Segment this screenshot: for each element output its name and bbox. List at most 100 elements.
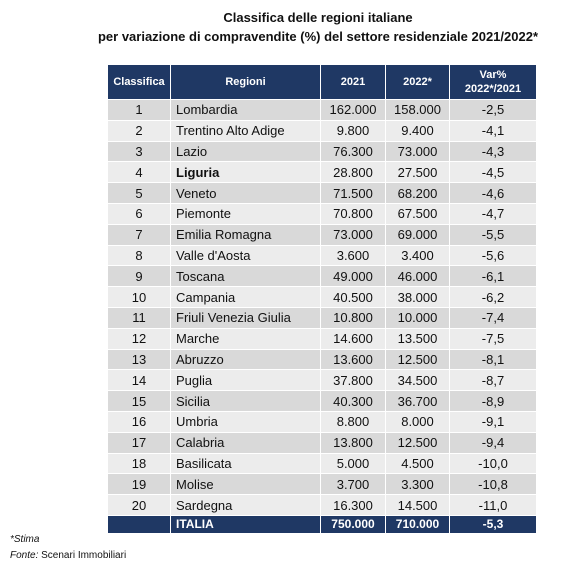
- cell: Marche: [170, 327, 321, 350]
- cell: Lombardia: [170, 99, 321, 121]
- cell: 10.800: [320, 306, 386, 329]
- table-row: 13 Abruzzo 13.600 12.500 -8,1: [107, 348, 537, 371]
- title: Classifica delle regioni italiane: [223, 10, 413, 25]
- cell: 14.500: [385, 494, 450, 516]
- cell: Piemonte: [170, 202, 321, 225]
- source: Fonte: Scenari Immobiliari: [10, 550, 126, 561]
- cell: -8,9: [449, 390, 537, 412]
- cell: Liguria: [170, 161, 321, 184]
- cell: 3.300: [385, 473, 450, 496]
- cell: 158.000: [385, 99, 450, 121]
- cell: -9,4: [449, 431, 537, 454]
- table-row: 9 Toscana 49.000 46.000 -6,1: [107, 265, 537, 288]
- cell: 16: [107, 410, 171, 433]
- cell: 4.500: [385, 452, 450, 475]
- cell: 70.800: [320, 202, 386, 225]
- cell: Veneto: [170, 182, 321, 204]
- table-row: 4 Liguria 28.800 27.500 -4,5: [107, 161, 537, 184]
- cell: Lazio: [170, 140, 321, 163]
- cell: -4,6: [449, 182, 537, 204]
- cell: 28.800: [320, 161, 386, 184]
- cell: 8: [107, 244, 171, 267]
- cell: 38.000: [385, 286, 450, 308]
- cell: 18: [107, 452, 171, 475]
- cell: 46.000: [385, 265, 450, 288]
- cell: 6: [107, 202, 171, 225]
- table-row: 2 Trentino Alto Adige 9.800 9.400 -4,1: [107, 119, 537, 142]
- subtitle: per variazione di compravendite (%) del …: [97, 29, 539, 44]
- cell: Friuli Venezia Giulia: [170, 306, 321, 329]
- total-row: ITALIA 750.000 710.000 -5,3: [107, 514, 537, 534]
- cell: 3.700: [320, 473, 386, 496]
- column-header: Regioni: [170, 64, 321, 100]
- cell: 12: [107, 327, 171, 350]
- cell: -4,7: [449, 202, 537, 225]
- cell: Sicilia: [170, 390, 321, 412]
- header-row: Classifica Regioni 2021 2022* Var% 2022*/202…: [107, 64, 537, 100]
- column-header: 2022*: [385, 64, 450, 100]
- cell: Molise: [170, 473, 321, 496]
- cell: -8,7: [449, 369, 537, 392]
- cell: -9,1: [449, 410, 537, 433]
- table-row: 8 Valle d'Aosta 3.600 3.400 -5,6: [107, 244, 537, 267]
- footnote: *Stima: [10, 534, 40, 545]
- table-row: 16 Umbria 8.800 8.000 -9,1: [107, 410, 537, 433]
- cell: 4: [107, 161, 171, 184]
- cell: 9.800: [320, 119, 386, 142]
- cell: -10,8: [449, 473, 537, 496]
- cell: 5.000: [320, 452, 386, 475]
- table-row: 5 Veneto 71.500 68.200 -4,6: [107, 182, 537, 204]
- table-row: 10 Campania 40.500 38.000 -6,2: [107, 286, 537, 308]
- cell: -2,5: [449, 99, 537, 121]
- table-row: 3 Lazio 76.300 73.000 -4,3: [107, 140, 537, 163]
- table-row: 20 Sardegna 16.300 14.500 -11,0: [107, 494, 537, 516]
- cell: Umbria: [170, 410, 321, 433]
- cell: 34.500: [385, 369, 450, 392]
- cell: 10: [107, 286, 171, 308]
- cell: Campania: [170, 286, 321, 308]
- cell: 36.700: [385, 390, 450, 412]
- cell: Toscana: [170, 265, 321, 288]
- cell: -10,0: [449, 452, 537, 475]
- cell: 9.400: [385, 119, 450, 142]
- table-row: 18 Basilicata 5.000 4.500 -10,0: [107, 452, 537, 475]
- cell: -7,4: [449, 306, 537, 329]
- cell: 14: [107, 369, 171, 392]
- cell: 1: [107, 99, 171, 121]
- cell: -4,3: [449, 140, 537, 163]
- cell: 9: [107, 265, 171, 288]
- cell: 13.600: [320, 348, 386, 371]
- cell: 73.000: [385, 140, 450, 163]
- cell: 10.000: [385, 306, 450, 329]
- table-row: 1 Lombardia 162.000 158.000 -2,5: [107, 99, 537, 121]
- source-text: Scenari Immobiliari: [41, 550, 127, 561]
- cell: Abruzzo: [170, 348, 321, 371]
- cell: [107, 514, 171, 534]
- cell: -5,5: [449, 223, 537, 246]
- cell: -4,5: [449, 161, 537, 184]
- source-label: Fonte:: [10, 550, 39, 561]
- cell: Puglia: [170, 369, 321, 392]
- cell: Basilicata: [170, 452, 321, 475]
- cell: 76.300: [320, 140, 386, 163]
- cell: 13.500: [385, 327, 450, 350]
- cell: 37.800: [320, 369, 386, 392]
- cell: Valle d'Aosta: [170, 244, 321, 267]
- cell: 14.600: [320, 327, 386, 350]
- cell: 11: [107, 306, 171, 329]
- table-row: 7 Emilia Romagna 73.000 69.000 -5,5: [107, 223, 537, 246]
- table-row: 11 Friuli Venezia Giulia 10.800 10.000 -7,4: [107, 306, 537, 329]
- cell: 5: [107, 182, 171, 204]
- cell: 2: [107, 119, 171, 142]
- cell: -6,1: [449, 265, 537, 288]
- cell: 7: [107, 223, 171, 246]
- cell: Trentino Alto Adige: [170, 119, 321, 142]
- column-header: 2021: [320, 64, 386, 100]
- ranking-table: Classifica Regioni 2021 2022* Var% 2022*/202…: [107, 64, 537, 534]
- cell: 750.000: [320, 514, 386, 534]
- cell: ITALIA: [170, 514, 321, 534]
- table-row: 15 Sicilia 40.300 36.700 -8,9: [107, 390, 537, 412]
- cell: 67.500: [385, 202, 450, 225]
- cell: -5,3: [449, 514, 537, 534]
